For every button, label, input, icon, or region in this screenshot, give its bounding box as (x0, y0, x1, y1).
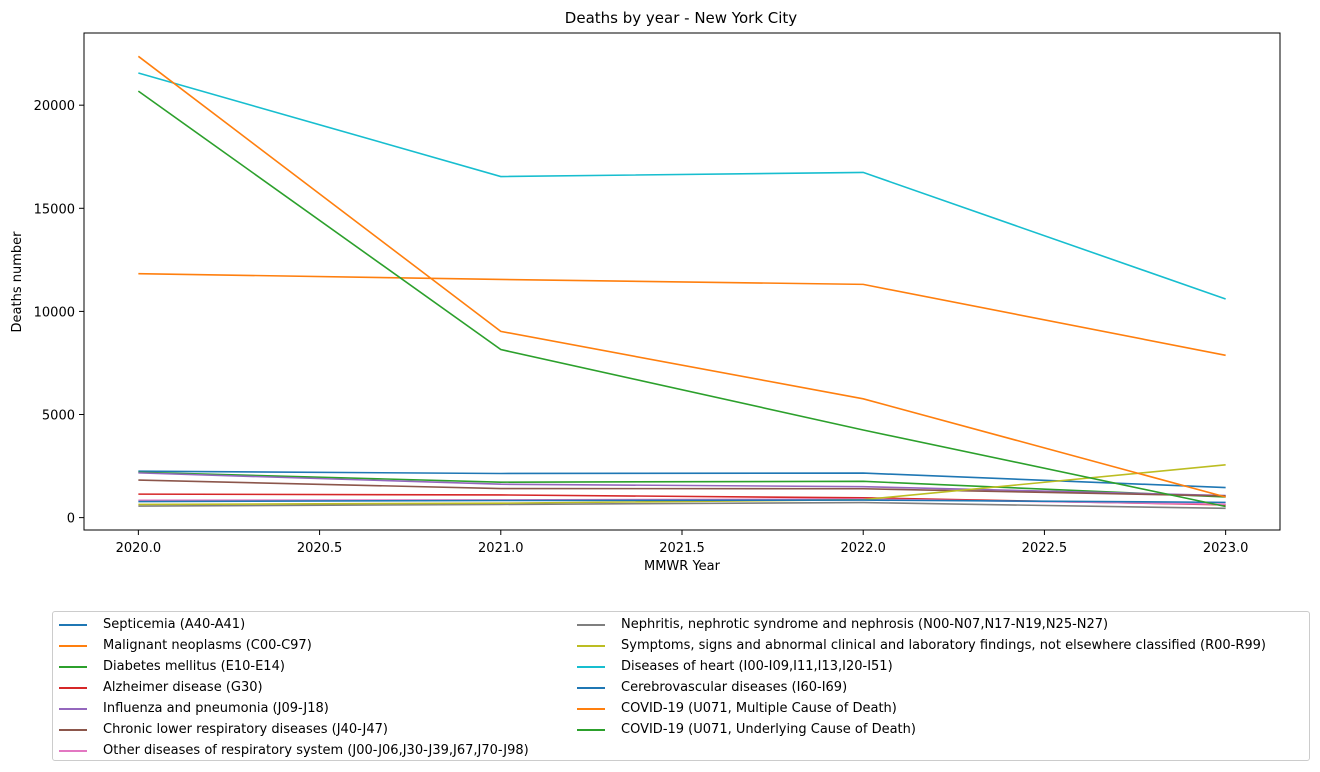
legend-label: Diabetes mellitus (E10-E14) (103, 659, 285, 674)
legend-swatch (59, 707, 87, 710)
legend-label: Cerebrovascular diseases (I60-I69) (621, 680, 848, 695)
chart-legend: Septicemia (A40-A41) Malignant neoplasms … (52, 611, 1310, 761)
legend-swatch (577, 665, 605, 668)
series-line (138, 479, 1226, 497)
legend-label: Symptoms, signs and abnormal clinical an… (621, 638, 1266, 653)
legend-swatch (577, 686, 605, 689)
x-tick-label: 2022.5 (1022, 541, 1068, 556)
legend-item: Influenza and pneumonia (J09-J18) (59, 698, 329, 719)
legend-swatch (577, 623, 605, 626)
legend-swatch (59, 623, 87, 626)
legend-item: Diabetes mellitus (E10-E14) (59, 656, 285, 677)
legend-label: Diseases of heart (I00-I09,I11,I13,I20-I… (621, 659, 893, 674)
legend-label: Malignant neoplasms (C00-C97) (103, 638, 312, 653)
series-line (138, 501, 1226, 510)
legend-item: Chronic lower respiratory diseases (J40-… (59, 719, 388, 740)
x-tick-label: 2020.0 (116, 541, 162, 556)
x-tick-label: 2023.0 (1203, 541, 1249, 556)
y-axis: 0 5000 10000 15000 20000 (34, 99, 84, 527)
legend-label: COVID-19 (U071, Multiple Cause of Death) (621, 701, 897, 716)
series-line (138, 470, 1226, 489)
series-line (137, 55, 1226, 498)
legend-swatch (577, 707, 605, 710)
legend-swatch (59, 665, 87, 668)
series-line (138, 499, 1226, 504)
legend-item: Septicemia (A40-A41) (59, 614, 245, 635)
legend-item: Cerebrovascular diseases (I60-I69) (577, 677, 847, 698)
legend-label: Alzheimer disease (G30) (103, 680, 263, 695)
legend-item: Malignant neoplasms (C00-C97) (59, 635, 312, 656)
line-chart: Deaths by year - New York City 2020.0 202… (10, 9, 1281, 574)
legend-swatch (59, 644, 87, 647)
x-tick-label: 2022.0 (840, 541, 886, 556)
legend-swatch (577, 728, 605, 731)
legend-item: COVID-19 (U071, Underlying Cause of Deat… (577, 719, 916, 740)
series-line (138, 472, 1226, 497)
legend-label: Influenza and pneumonia (J09-J18) (103, 701, 329, 716)
legend-label: Chronic lower respiratory diseases (J40-… (103, 722, 388, 737)
x-axis: 2020.0 2020.5 2021.0 2021.5 2022.0 2022.5 2023… (116, 530, 1249, 556)
legend-label: Nephritis, nephrotic syndrome and nephro… (621, 617, 1109, 632)
series-line (138, 72, 1226, 300)
series-lines (137, 55, 1226, 510)
legend-item: Nephritis, nephrotic syndrome and nephro… (577, 614, 1108, 635)
y-tick-label: 10000 (34, 305, 75, 320)
chart-title: Deaths by year - New York City (565, 9, 797, 27)
x-tick-label: 2021.5 (659, 541, 705, 556)
y-tick-label: 5000 (42, 409, 75, 424)
y-axis-label: Deaths number (10, 231, 25, 333)
series-line (138, 272, 1226, 357)
legend-label: COVID-19 (U071, Underlying Cause of Deat… (621, 722, 916, 737)
series-line (138, 471, 1226, 498)
legend-swatch (59, 686, 87, 689)
x-tick-label: 2020.5 (297, 541, 343, 556)
series-line (138, 464, 1226, 506)
legend-swatch (59, 749, 87, 752)
x-tick-label: 2021.0 (478, 541, 524, 556)
legend-item: Other diseases of respiratory system (J0… (59, 740, 529, 761)
legend-item: COVID-19 (U071, Multiple Cause of Death) (577, 698, 897, 719)
legend-item: Symptoms, signs and abnormal clinical an… (577, 635, 1266, 656)
y-tick-label: 15000 (34, 202, 75, 217)
x-axis-label: MMWR Year (644, 559, 721, 574)
series-line (137, 90, 1226, 508)
legend-swatch (577, 644, 605, 647)
legend-swatch (59, 728, 87, 731)
y-tick-label: 20000 (34, 99, 75, 114)
legend-label: Septicemia (A40-A41) (103, 617, 246, 632)
legend-item: Diseases of heart (I00-I09,I11,I13,I20-I… (577, 656, 893, 677)
legend-label: Other diseases of respiratory system (J0… (103, 743, 529, 758)
legend-item: Alzheimer disease (G30) (59, 677, 263, 698)
y-tick-label: 0 (67, 512, 75, 527)
